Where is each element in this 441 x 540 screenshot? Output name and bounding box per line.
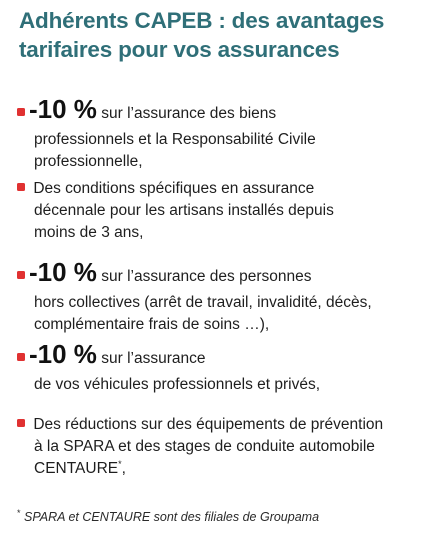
benefit-text: complémentaire frais de soins …),: [34, 316, 270, 333]
benefit-item-prevention: Des réductions sur des équipements de pr…: [17, 414, 427, 480]
title-line-2: tarifaires pour vos assurances: [19, 37, 340, 62]
footnote-mark: *: [17, 507, 21, 518]
benefit-text: professionnels et la Responsabilité Civi…: [34, 131, 316, 148]
benefit-text: sur l’assurance des personnes: [101, 268, 312, 285]
footnote-text: SPARA et CENTAURE sont des filiales de G…: [24, 510, 320, 524]
red-square-bullet-icon: [17, 418, 25, 427]
footnote-mark: *: [118, 458, 122, 469]
benefit-text: moins de 3 ans,: [34, 224, 144, 241]
red-square-bullet-icon: [17, 107, 25, 116]
benefit-text: hors collectives (arrêt de travail, inva…: [34, 294, 372, 311]
discount-label: -10 %: [29, 94, 97, 124]
benefit-text: décennale pour les artisans installés de…: [34, 202, 334, 219]
benefit-item-property-liability: -10 % sur l’assurance des biens professi…: [17, 94, 427, 173]
benefit-text: CENTAURE: [34, 460, 119, 477]
benefit-text: sur l’assurance: [101, 350, 206, 367]
benefit-text: Des réductions sur des équipements de pr…: [33, 416, 384, 433]
benefit-item-decennial: Des conditions spécifiques en assurance …: [17, 178, 427, 244]
benefit-text: Des conditions spécifiques en assurance: [33, 180, 315, 197]
benefit-item-personal-insurance: -10 % sur l’assurance des personnes hors…: [17, 257, 427, 336]
red-square-bullet-icon: [17, 182, 25, 191]
page-title: Adhérents CAPEB : des avantages tarifair…: [19, 6, 429, 64]
benefit-item-vehicles: -10 % sur l’assurance de vos véhicules p…: [17, 339, 427, 396]
benefit-text: sur l’assurance des biens: [101, 105, 277, 122]
red-square-bullet-icon: [17, 270, 25, 279]
discount-label: -10 %: [29, 339, 97, 369]
red-square-bullet-icon: [17, 352, 25, 361]
benefit-text: à la SPARA et des stages de conduite aut…: [34, 438, 375, 455]
benefit-text: de vos véhicules professionnels et privé…: [34, 376, 321, 393]
discount-label: -10 %: [29, 257, 97, 287]
benefit-text: professionnelle,: [34, 153, 143, 170]
benefit-text-tail: ,: [121, 460, 126, 477]
title-line-1: Adhérents CAPEB : des avantages: [19, 8, 385, 33]
footnote: * SPARA et CENTAURE sont des filiales de…: [17, 507, 320, 524]
